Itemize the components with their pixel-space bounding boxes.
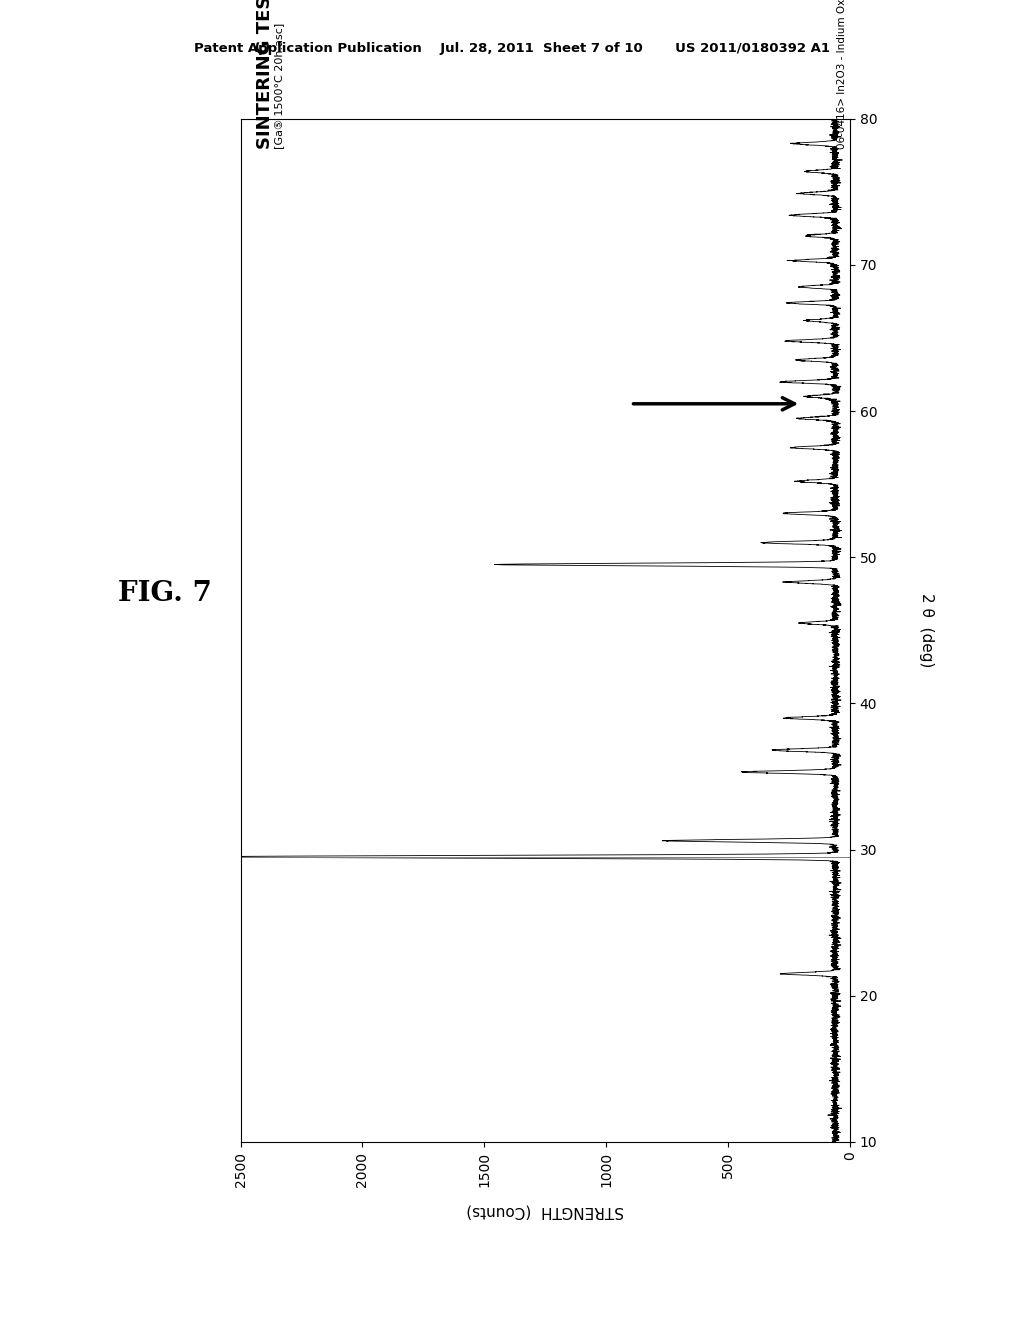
Text: [Ga⑤ 1500°C 20h.asc]: [Ga⑤ 1500°C 20h.asc] — [274, 24, 284, 149]
Text: 06-0416> In2O3 - Indium Oxide: 06-0416> In2O3 - Indium Oxide — [837, 0, 847, 149]
Text: Patent Application Publication    Jul. 28, 2011  Sheet 7 of 10       US 2011/018: Patent Application Publication Jul. 28, … — [194, 42, 830, 55]
Y-axis label: 2 θ  (deg): 2 θ (deg) — [919, 593, 934, 668]
X-axis label: STRENGTH  (Counts): STRENGTH (Counts) — [466, 1204, 625, 1218]
Text: FIG. 7: FIG. 7 — [118, 581, 212, 607]
Text: SINTERING TEST 8: SINTERING TEST 8 — [256, 0, 273, 149]
